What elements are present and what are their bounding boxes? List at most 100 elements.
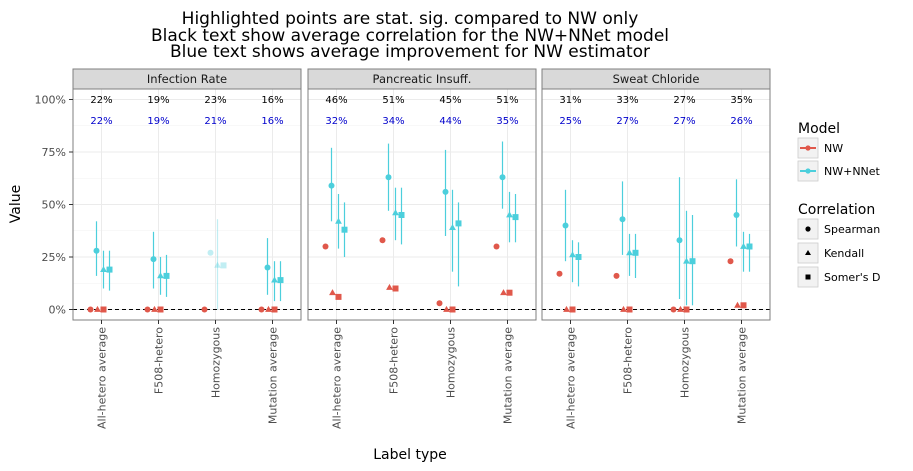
nnet-point-kendall [392,209,399,216]
annotation-avg-improvement: 32% [325,116,347,127]
annotation-avg-correlation: 23% [204,95,226,106]
nnet-point-kendall [214,261,221,268]
nnet-point-somers [398,212,405,218]
nw-point-spearman [201,306,208,313]
panel: Pancreatic Insuff. 46% 32% 51% 34% 45% 44% 51% 3… [307,68,537,429]
legend-correlation-label: Spearman [824,223,880,236]
annotation-avg-correlation: 51% [382,95,404,106]
annotation-avg-correlation: 46% [325,95,347,106]
y-axis-title: Value [8,185,24,223]
nw-point-spearman [258,306,265,313]
annotation-avg-correlation: 51% [496,95,518,106]
nnet-point-somers [689,258,696,265]
nw-point-somers [335,293,342,300]
nw-point-kendall [734,301,741,308]
nw-point-kendall [94,305,101,312]
panel: Infection Rate 22% 22% 19% 19% 23% 21% 16% 16% Al… [72,68,302,429]
x-axis-title: Label type [373,447,447,463]
nw-point-kendall [151,305,158,312]
nw-point-somers [100,306,107,313]
strip-label: Pancreatic Insuff. [373,72,472,86]
annotation-avg-correlation: 19% [147,95,169,106]
nnet-point-spearman [207,249,214,256]
nnet-point-spearman [676,237,683,244]
x-tick-label: F508-hetero [622,327,635,394]
nnet-point-kendall [506,211,513,218]
nw-point-spearman [727,258,734,265]
nw-point-kendall [443,305,450,312]
nw-point-spearman [670,306,677,313]
legend-shape-square [805,274,811,280]
annotation-avg-correlation: 45% [439,95,461,106]
x-tick-label: F508-hetero [388,327,401,394]
nw-point-somers [157,306,164,313]
legend-shape-triangle [805,250,811,255]
legend-key-point [805,168,811,174]
annotation-avg-improvement: 44% [439,116,461,127]
nnet-point-kendall [740,242,747,249]
nnet-point-kendall [335,217,342,224]
annotation-avg-correlation: 31% [559,95,581,106]
annotation-avg-improvement: 22% [90,116,112,127]
annotation-avg-improvement: 27% [673,116,695,127]
title-line-2: Black text show average correlation for … [151,26,669,46]
nnet-point-kendall [271,276,278,283]
nnet-point-somers [632,249,639,256]
x-tick-label: All-hetero average [331,327,344,429]
nw-point-somers [626,306,633,313]
nw-point-kendall [386,283,393,290]
annotation-avg-correlation: 27% [673,95,695,106]
y-tick-label: 50% [42,199,66,212]
y-tick-label: 25% [42,251,66,264]
annotation-avg-improvement: 21% [204,116,226,127]
title-line-3: Blue text shows average improvement for … [170,42,650,62]
annotation-avg-improvement: 26% [730,116,752,127]
annotation-avg-correlation: 33% [616,95,638,106]
nw-point-somers [569,306,576,313]
nnet-point-somers [277,277,284,284]
legend-correlation-title: Correlation [798,202,875,218]
x-tick-label: Homozygous [679,327,692,398]
x-tick-label: F508-hetero [153,327,166,394]
nw-point-spearman [436,300,443,307]
annotation-avg-improvement: 35% [496,116,518,127]
annotation-avg-improvement: 27% [616,116,638,127]
panel: Sweat Chloride 31% 25% 33% 27% 27% 27% 35% 26% Al… [541,68,771,429]
nnet-point-spearman [733,212,740,218]
nnet-point-spearman [150,256,157,263]
nw-point-spearman [379,237,386,244]
annotation-avg-correlation: 16% [261,95,283,106]
nw-point-kendall [677,305,684,312]
nw-point-somers [392,285,399,292]
legend-correlation-label: Kendall [824,247,864,260]
nw-point-kendall [329,289,336,296]
strip-label: Infection Rate [147,72,227,86]
annotation-avg-improvement: 16% [261,116,283,127]
nw-point-somers [449,306,456,313]
x-tick-label: Mutation average [267,327,280,424]
nnet-point-spearman [499,174,506,181]
panel-border [541,88,771,321]
nnet-point-somers [455,220,462,227]
legend-model-label: NW+NNet [824,165,881,178]
nnet-point-somers [575,254,582,260]
nnet-point-somers [106,266,113,273]
legend-model-title: Model [798,121,840,137]
nnet-point-kendall [626,249,633,256]
legend-correlation-label: Somer's D [824,271,880,284]
nw-point-somers [683,306,690,313]
nnet-point-spearman [328,182,335,189]
x-tick-label: Homozygous [445,327,458,398]
panels: Infection Rate 22% 22% 19% 19% 23% 21% 16% 16% Al… [72,68,771,429]
strip-label: Sweat Chloride [613,72,700,86]
x-tick-label: Mutation average [502,327,515,424]
nw-point-kendall [563,305,570,312]
nw-point-kendall [620,305,627,312]
nnet-point-somers [220,262,227,269]
nw-point-spearman [493,243,500,250]
x-tick-label: Mutation average [736,327,749,424]
nnet-point-kendall [683,257,690,264]
chart-title: Highlighted points are stat. sig. compar… [151,9,669,62]
nnet-point-spearman [619,216,626,223]
